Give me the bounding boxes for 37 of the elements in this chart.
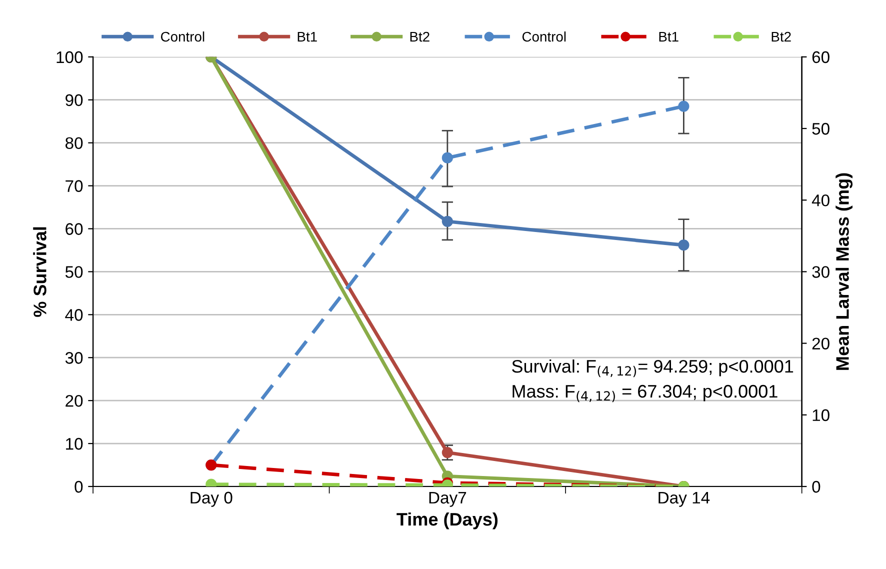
y2-tick-label: 30 bbox=[812, 266, 830, 278]
y-tick-label: 90 bbox=[66, 94, 83, 106]
annotation: Mass: F$_{(4,12)}$ = 67.304; p<0.0001 bbox=[512, 384, 778, 402]
y-tick-label: 60 bbox=[66, 223, 83, 235]
y2-tick-label: 40 bbox=[812, 194, 830, 206]
y-tick-label: 80 bbox=[65, 137, 83, 150]
y-tick-label: 10 bbox=[66, 438, 83, 450]
point bbox=[678, 100, 690, 112]
point bbox=[442, 447, 453, 458]
y2-tick-label: 50 bbox=[812, 122, 830, 135]
point bbox=[442, 152, 453, 164]
y-tick-label: 50 bbox=[65, 266, 83, 278]
legend-label: Control bbox=[160, 31, 204, 42]
x-axis-title: Time (Days) bbox=[396, 512, 498, 530]
x-tick-label: Day 0 bbox=[190, 492, 232, 507]
y-tick-label: 20 bbox=[66, 394, 83, 407]
legend-label: Bt1 bbox=[659, 32, 678, 42]
legend-label: Control bbox=[522, 31, 566, 42]
legend-label: Bt1 bbox=[298, 32, 317, 42]
y-tick-label: 70 bbox=[66, 180, 83, 192]
y-tick-label: 0 bbox=[74, 480, 83, 493]
y-axis-title: % Survival bbox=[33, 227, 46, 317]
y2-tick-label: 0 bbox=[812, 480, 820, 493]
y-tick-label: 40 bbox=[65, 309, 83, 321]
y2-tick-label: 60 bbox=[812, 51, 830, 64]
y2-tick-label: 10 bbox=[812, 409, 830, 422]
y2-axis-title: Mean Larval Mass (mg) bbox=[836, 173, 853, 370]
legend-label: Bt2 bbox=[772, 32, 791, 42]
x-tick-label: Day7 bbox=[429, 492, 466, 507]
legend-label: Bt2 bbox=[410, 32, 430, 42]
annotation: Survival: F$_{(4,12)}$= 94.259; p<0.0001 bbox=[512, 359, 794, 378]
point bbox=[442, 216, 453, 227]
y-tick-label: 100 bbox=[56, 51, 83, 64]
y2-tick-label: 20 bbox=[812, 338, 830, 350]
x-tick-label: Day 14 bbox=[658, 492, 710, 507]
point bbox=[678, 240, 690, 251]
y-tick-label: 30 bbox=[65, 352, 83, 364]
